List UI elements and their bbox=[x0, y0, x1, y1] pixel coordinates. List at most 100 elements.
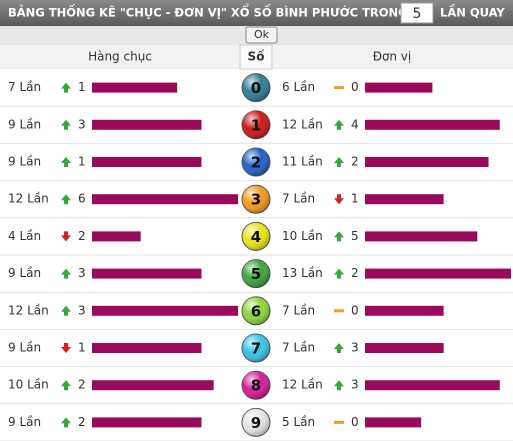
units-change: 3 bbox=[351, 378, 359, 392]
tens-change: 2 bbox=[78, 415, 86, 429]
units-change: 2 bbox=[351, 155, 359, 169]
ball-number: 7 bbox=[251, 340, 261, 358]
tens-change: 2 bbox=[78, 229, 86, 243]
ball-shine bbox=[242, 185, 270, 214]
units-change: 1 bbox=[351, 192, 359, 206]
units-count: 7 Lần bbox=[282, 192, 315, 206]
units-bar bbox=[365, 194, 444, 205]
tens-change: 1 bbox=[78, 155, 86, 169]
tens-bar bbox=[92, 417, 202, 428]
tens-bar bbox=[92, 305, 238, 316]
tens-count: 9 Lần bbox=[8, 266, 41, 280]
units-count: 7 Lần bbox=[282, 303, 315, 317]
tens-change: 1 bbox=[78, 80, 86, 94]
tens-bar bbox=[92, 157, 202, 167]
ball-shine bbox=[242, 222, 270, 251]
tens-header: Hàng chục bbox=[88, 50, 152, 64]
ball-number: 2 bbox=[251, 154, 261, 172]
draws-value[interactable]: 5 bbox=[413, 6, 422, 22]
units-bar bbox=[365, 268, 511, 279]
units-change: 5 bbox=[351, 229, 359, 243]
tens-count: 10 Lần bbox=[8, 378, 49, 392]
trend-up-icon bbox=[334, 380, 344, 391]
trend-up-icon bbox=[334, 119, 344, 130]
trend-up-icon bbox=[334, 268, 344, 279]
tens-count: 12 Lần bbox=[8, 303, 49, 317]
tens-change: 3 bbox=[78, 117, 86, 131]
units-bar bbox=[365, 305, 444, 316]
tens-count: 9 Lần bbox=[8, 155, 41, 169]
trend-up-icon bbox=[61, 82, 71, 93]
trend-up-icon bbox=[61, 268, 71, 279]
ball-shine bbox=[242, 408, 270, 437]
units-change: 3 bbox=[351, 341, 359, 355]
tens-bar bbox=[92, 343, 202, 353]
ok-button[interactable] bbox=[245, 26, 278, 44]
units-count: 6 Lần bbox=[282, 80, 315, 94]
tens-bar bbox=[92, 119, 202, 130]
title-suffix: LẦN QUAY bbox=[440, 3, 505, 20]
units-change: 4 bbox=[351, 117, 359, 131]
trend-up-icon bbox=[61, 417, 71, 428]
trend-up-icon bbox=[61, 119, 71, 130]
ball-number: 6 bbox=[251, 302, 261, 320]
units-header: Đơn vị bbox=[373, 50, 412, 64]
ball-number: 3 bbox=[251, 191, 261, 209]
trend-up-icon bbox=[334, 231, 344, 242]
units-count: 11 Lần bbox=[282, 155, 323, 169]
units-count: 10 Lần bbox=[282, 229, 323, 243]
tens-bar bbox=[92, 82, 178, 93]
tens-count: 4 Lần bbox=[8, 229, 41, 243]
units-bar bbox=[365, 343, 444, 353]
units-bar bbox=[365, 157, 489, 167]
trend-flat-icon bbox=[334, 420, 344, 424]
units-count: 13 Lần bbox=[282, 266, 323, 280]
ball-shine bbox=[242, 334, 270, 362]
tens-count: 7 Lần bbox=[8, 80, 41, 94]
units-change: 0 bbox=[351, 303, 359, 317]
trend-up-icon bbox=[61, 380, 71, 391]
ball-number: 8 bbox=[251, 377, 261, 395]
units-change: 0 bbox=[351, 80, 359, 94]
tens-change: 6 bbox=[78, 192, 86, 206]
draws-input[interactable] bbox=[400, 2, 434, 24]
tens-bar bbox=[92, 268, 202, 279]
trend-flat-icon bbox=[334, 309, 344, 313]
trend-flat-icon bbox=[334, 86, 344, 90]
ball-shine bbox=[242, 73, 270, 102]
ball-shine bbox=[242, 371, 270, 400]
units-bar bbox=[365, 119, 500, 130]
ball-number: 4 bbox=[251, 228, 261, 246]
tens-change: 1 bbox=[78, 341, 86, 355]
number-header-box bbox=[239, 44, 273, 70]
units-count: 12 Lần bbox=[282, 117, 323, 131]
units-change: 2 bbox=[351, 266, 359, 280]
ball-shine bbox=[242, 110, 270, 139]
tens-count: 12 Lần bbox=[8, 192, 49, 206]
ball-shine bbox=[242, 259, 270, 288]
trend-up-icon bbox=[61, 305, 71, 316]
units-bar bbox=[365, 417, 422, 428]
tens-count: 9 Lần bbox=[8, 415, 41, 429]
ball-number: 9 bbox=[251, 414, 261, 432]
trend-down-icon bbox=[334, 194, 344, 205]
title: BẢNG THỐNG KÊ "CHỤC - ĐƠN VỊ" XỔ SỐ BÌNH… bbox=[8, 3, 408, 20]
trend-down-icon bbox=[61, 343, 71, 353]
trend-up-icon bbox=[61, 194, 71, 205]
ball-number: 1 bbox=[251, 116, 261, 134]
trend-up-icon bbox=[334, 343, 344, 353]
units-change: 0 bbox=[351, 415, 359, 429]
ball-number: 0 bbox=[251, 79, 261, 97]
ok-label[interactable]: Ok bbox=[254, 28, 270, 41]
units-count: 7 Lần bbox=[282, 341, 315, 355]
number-header: Số bbox=[248, 50, 266, 64]
trend-up-icon bbox=[334, 157, 344, 167]
tens-change: 2 bbox=[78, 378, 86, 392]
units-bar bbox=[365, 231, 478, 242]
trend-up-icon bbox=[61, 157, 71, 167]
ball-shine bbox=[242, 148, 270, 176]
trend-down-icon bbox=[61, 231, 71, 242]
tens-bar bbox=[92, 231, 141, 242]
tens-bar bbox=[92, 194, 238, 205]
